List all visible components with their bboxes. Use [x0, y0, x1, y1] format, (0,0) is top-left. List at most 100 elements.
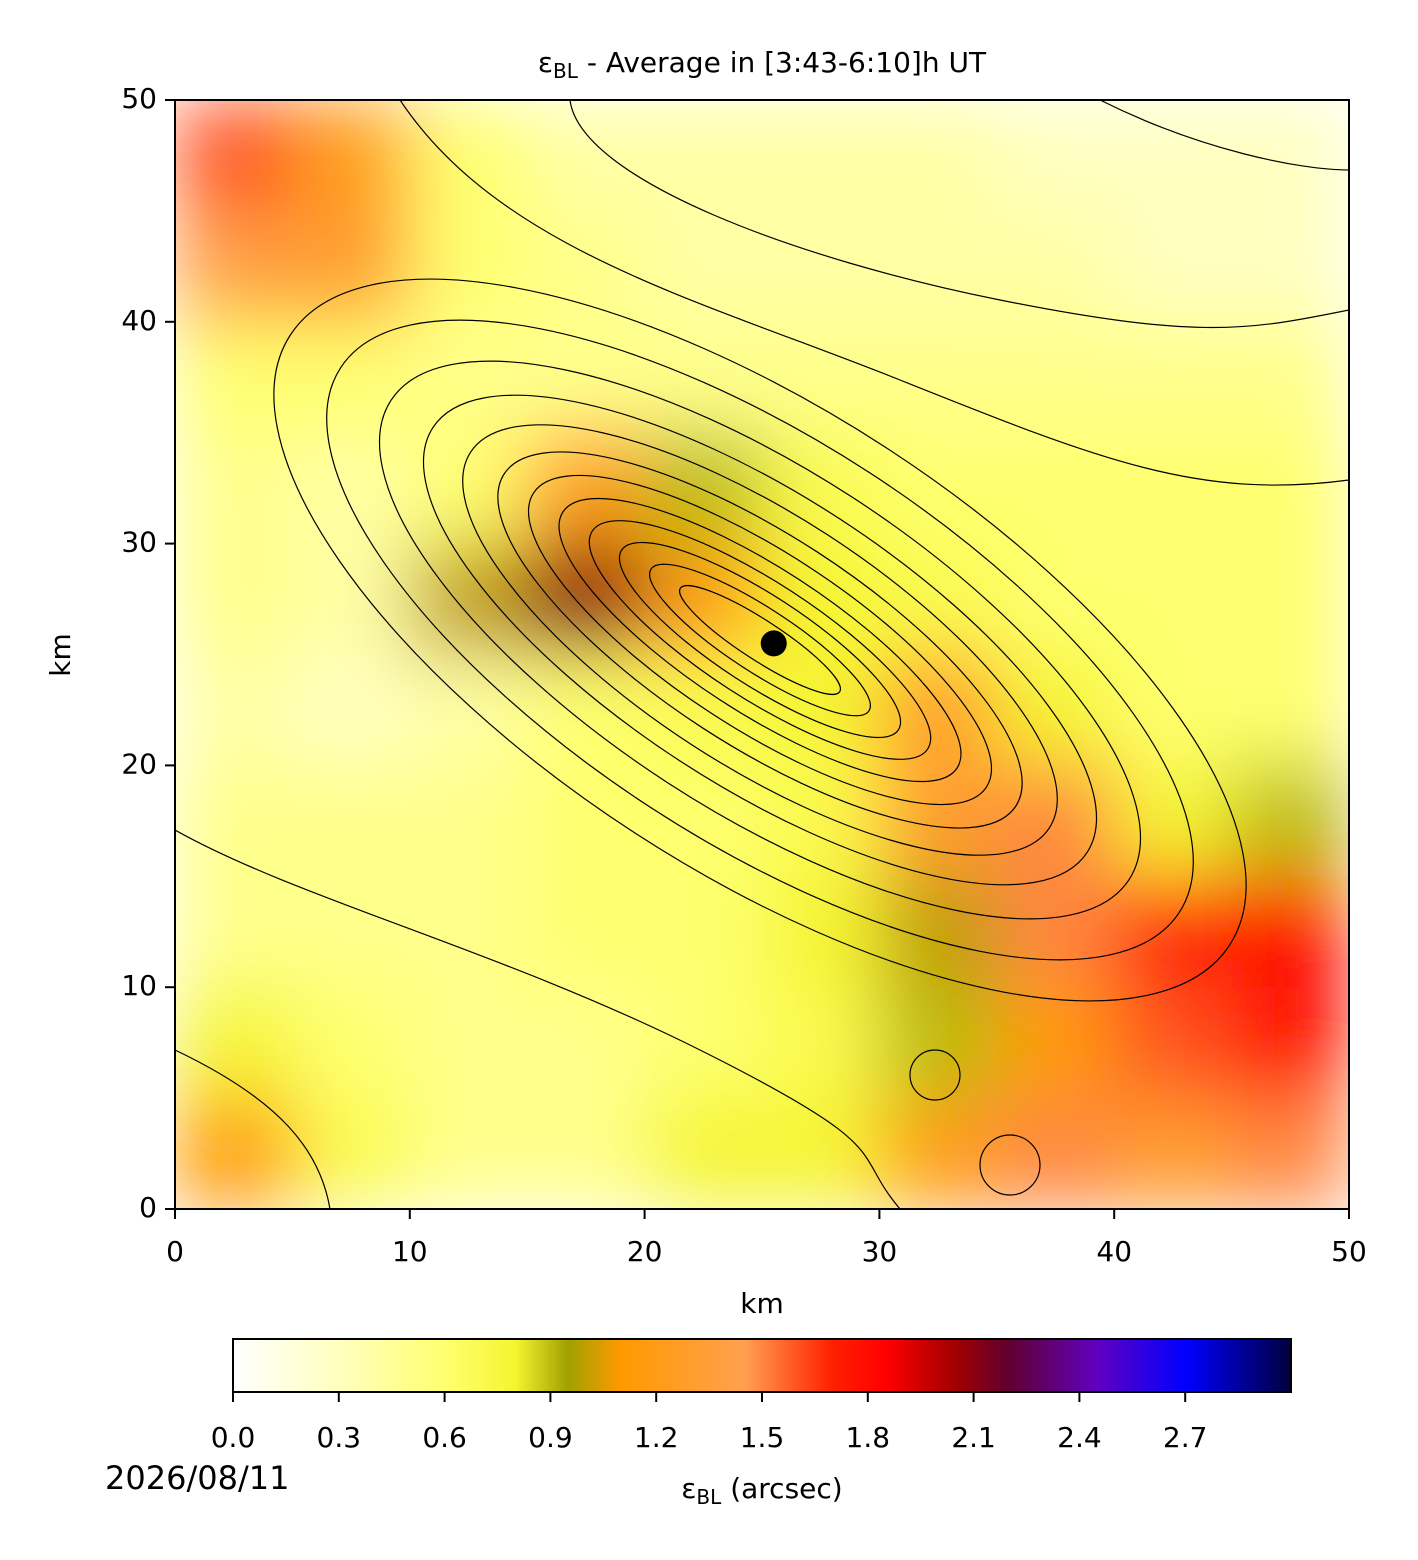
heatmap-cell — [1231, 876, 1349, 988]
heatmap-cell — [409, 321, 528, 434]
heatmap-cell — [527, 432, 646, 545]
terrain-contour — [422, 394, 1098, 886]
x-tick-label: 0 — [166, 1235, 184, 1268]
colorbar-tick-label: 1.2 — [634, 1421, 679, 1454]
heatmap-cell — [644, 321, 763, 434]
heatmap-cells — [175, 100, 1349, 1209]
x-tick-label: 40 — [1096, 1235, 1132, 1268]
heatmap-cell — [527, 100, 646, 212]
heatmap-cell — [1114, 321, 1233, 434]
heatmap-cell — [762, 987, 880, 1099]
colorbar-symbol: ε — [681, 1472, 696, 1505]
heatmap-cell — [1114, 765, 1233, 877]
heatmap-cell — [762, 321, 880, 434]
heatmap-cell — [175, 100, 293, 212]
date-label: 2026/08/11 — [105, 1459, 289, 1497]
terrain-contour — [678, 585, 842, 695]
colorbar-tick-label: 2.1 — [951, 1421, 996, 1454]
heatmap-cell — [644, 210, 763, 323]
heatmap-cell — [292, 210, 411, 323]
x-tick-label: 50 — [1331, 1235, 1367, 1268]
heatmap-cell — [879, 321, 998, 434]
title-subscript: BL — [553, 59, 579, 83]
x-tick-label: 20 — [627, 1235, 663, 1268]
colorbar-tick-label: 0.0 — [211, 1421, 256, 1454]
heatmap-cell — [175, 654, 293, 766]
y-tick-label: 10 — [121, 969, 157, 1002]
heatmap-cell — [292, 987, 411, 1099]
heatmap-cell — [996, 654, 1115, 766]
colorbar-tick-label: 1.8 — [846, 1421, 891, 1454]
heatmap-cell — [527, 987, 646, 1099]
heatmap-cell — [879, 432, 998, 545]
heatmap-cell — [1231, 654, 1349, 766]
heatmap-cell — [1231, 987, 1349, 1099]
heatmap-cell — [409, 765, 528, 877]
heatmap-cell — [1231, 1098, 1349, 1209]
heatmap-cell — [527, 654, 646, 766]
heatmap-cell — [1114, 100, 1233, 212]
heatmap-cell — [762, 765, 880, 877]
heatmap-cell — [175, 321, 293, 434]
colorbar-text: (arcsec) — [721, 1472, 842, 1505]
heatmap-cell — [762, 654, 880, 766]
heatmap-cell — [1114, 987, 1233, 1099]
y-tick-label: 30 — [121, 526, 157, 559]
colorbar-label: εBL (arcsec) — [681, 1472, 842, 1509]
terrain-contour — [569, 100, 1349, 329]
terrain-contour — [588, 520, 932, 760]
heatmap-cell — [527, 321, 646, 434]
plot-frame — [174, 99, 1350, 1210]
heatmap-cell — [409, 987, 528, 1099]
heatmap-cell — [1231, 765, 1349, 877]
heatmap-cell — [292, 100, 411, 212]
heatmap-cell — [292, 432, 411, 545]
colorbar-tick-label: 1.5 — [740, 1421, 785, 1454]
heatmap-cell — [409, 1098, 528, 1209]
terrain-contour — [1099, 100, 1349, 171]
heatmap-cell — [879, 765, 998, 877]
heatmap-cell — [1231, 321, 1349, 434]
terrain-contour — [175, 1049, 331, 1209]
heatmap-cell — [762, 432, 880, 545]
terrain-contour — [399, 100, 1349, 486]
terrain-contour — [979, 1134, 1041, 1196]
heatmap-cell — [879, 100, 998, 212]
heatmap-cell — [1231, 432, 1349, 545]
heatmap-cell — [175, 765, 293, 877]
title-text: - Average in [3:43-6:10]h UT — [578, 46, 987, 79]
heatmap-cell — [644, 765, 763, 877]
terrain-contour — [527, 474, 993, 806]
y-tick-label: 0 — [139, 1191, 157, 1224]
heatmap-cell — [292, 876, 411, 988]
heatmap-cell — [527, 210, 646, 323]
heatmap-cell — [409, 876, 528, 988]
terrain-contour — [909, 1049, 961, 1101]
heatmap-cell — [644, 100, 763, 212]
y-tick-label: 50 — [121, 82, 157, 115]
colorbar-tick-label: 2.4 — [1057, 1421, 1102, 1454]
terrain-contour — [378, 360, 1142, 920]
colorbar-tick-label: 2.7 — [1163, 1421, 1208, 1454]
colorbar-subscript: BL — [696, 1485, 722, 1509]
y-tick-label: 40 — [121, 304, 157, 337]
colorbar-tick-label: 0.9 — [528, 1421, 573, 1454]
heatmap-cell — [762, 876, 880, 988]
colorbar-tick-label: 0.6 — [422, 1421, 467, 1454]
heatmap-cell — [175, 432, 293, 545]
title-symbol: ε — [538, 46, 553, 79]
heatmap-cell — [996, 1098, 1115, 1209]
heatmap-cell — [1114, 1098, 1233, 1209]
x-tick-label: 30 — [862, 1235, 898, 1268]
heatmap-cell — [292, 321, 411, 434]
heatmap-cell — [996, 987, 1115, 1099]
heatmap-cell — [409, 210, 528, 323]
heatmap-cell — [292, 654, 411, 766]
heatmap-cell — [644, 1098, 763, 1209]
heatmap-cell — [409, 654, 528, 766]
heatmap-cell — [175, 1098, 293, 1209]
heatmap-cell — [879, 543, 998, 655]
heatmap-cell — [527, 543, 646, 655]
heatmap-cell — [1114, 210, 1233, 323]
